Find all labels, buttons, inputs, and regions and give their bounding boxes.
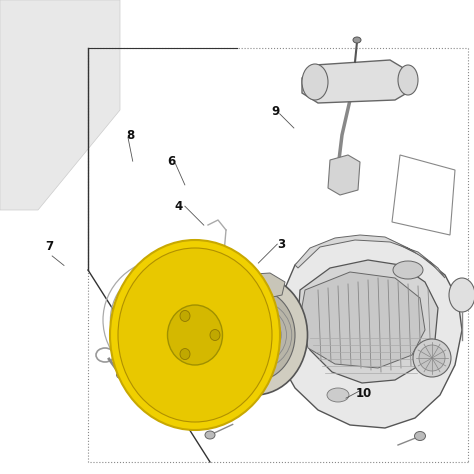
Ellipse shape	[398, 65, 418, 95]
Ellipse shape	[393, 261, 423, 279]
Text: 2: 2	[217, 261, 225, 274]
Ellipse shape	[180, 310, 190, 321]
Ellipse shape	[243, 321, 267, 349]
Polygon shape	[328, 155, 360, 195]
Ellipse shape	[215, 289, 295, 381]
Text: 3: 3	[277, 237, 285, 251]
Ellipse shape	[414, 431, 426, 440]
Polygon shape	[275, 238, 462, 428]
Ellipse shape	[419, 345, 445, 371]
Text: 7: 7	[46, 240, 54, 253]
Ellipse shape	[110, 240, 280, 430]
Ellipse shape	[118, 248, 272, 422]
Text: 6: 6	[167, 155, 175, 168]
Ellipse shape	[202, 275, 308, 395]
Polygon shape	[300, 272, 425, 368]
Text: 9: 9	[272, 105, 280, 118]
Ellipse shape	[167, 305, 222, 365]
Ellipse shape	[302, 64, 328, 100]
Polygon shape	[302, 60, 412, 103]
Ellipse shape	[180, 348, 190, 360]
Ellipse shape	[327, 388, 349, 402]
Ellipse shape	[449, 278, 474, 312]
Polygon shape	[295, 235, 445, 278]
Polygon shape	[298, 260, 438, 383]
Text: 4: 4	[174, 200, 182, 213]
Ellipse shape	[117, 372, 126, 379]
Text: 5: 5	[127, 292, 135, 305]
Polygon shape	[0, 0, 120, 210]
Text: 8: 8	[126, 128, 135, 142]
Text: 10: 10	[356, 387, 372, 400]
Polygon shape	[392, 155, 455, 235]
Ellipse shape	[225, 401, 235, 409]
Polygon shape	[225, 273, 285, 298]
Ellipse shape	[353, 37, 361, 43]
Ellipse shape	[210, 329, 220, 340]
Ellipse shape	[413, 339, 451, 377]
Ellipse shape	[205, 431, 215, 439]
